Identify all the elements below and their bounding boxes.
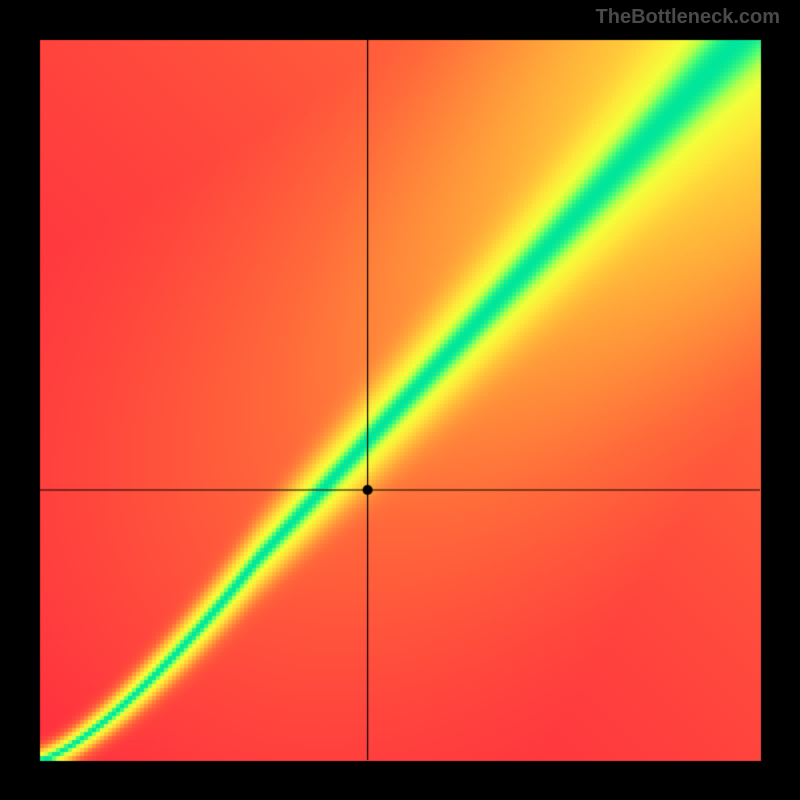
bottleneck-heatmap (0, 0, 800, 800)
attribution-text: TheBottleneck.com (596, 6, 780, 29)
chart-container: TheBottleneck.com (0, 0, 800, 800)
